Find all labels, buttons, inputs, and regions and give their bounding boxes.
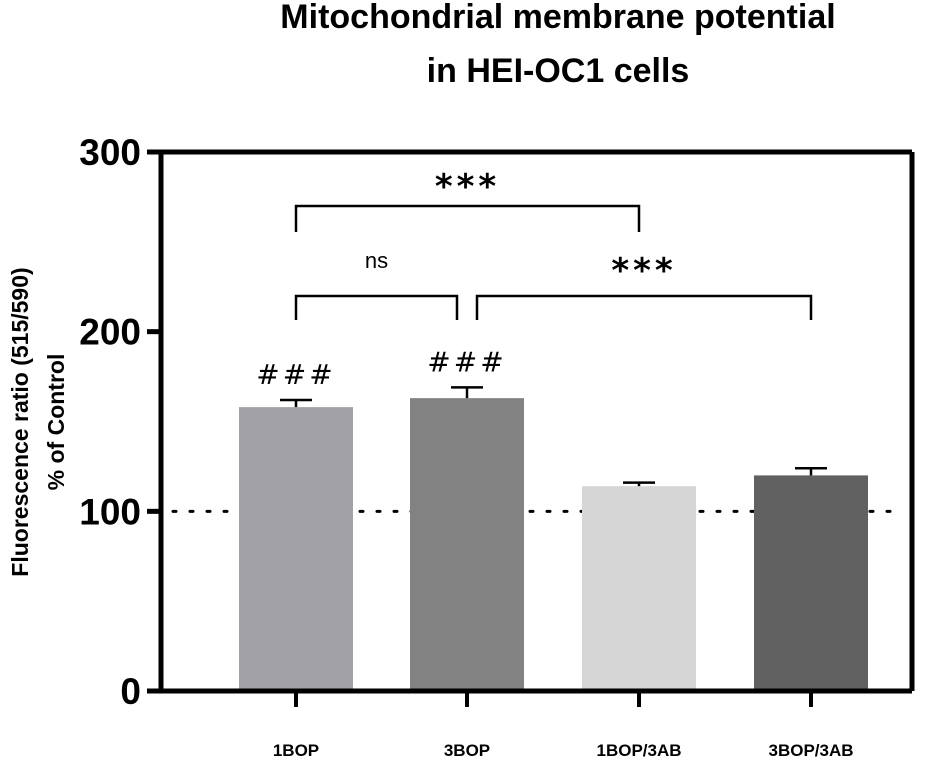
significance-bracket — [294, 294, 459, 320]
x-tick-label: 1BOP — [273, 741, 319, 760]
significance-label: *** — [435, 167, 500, 207]
x-tick-label: 3BOP — [444, 741, 490, 760]
bar-3bop — [410, 398, 524, 691]
bar-annotation: ### — [256, 358, 335, 391]
y-tick-label: 100 — [79, 491, 141, 532]
y-tick-label: 0 — [120, 671, 141, 712]
significance-label: *** — [611, 251, 676, 291]
y-axis-label-line-2: % of Control — [43, 354, 69, 491]
bar-1bop-3ab — [582, 486, 696, 691]
significance-bracket — [294, 204, 641, 232]
chart-title-line-1: Mitochondrial membrane potential — [280, 0, 835, 36]
x-tick-label: 3BOP/3AB — [768, 741, 853, 760]
bar-annotation: ### — [427, 345, 506, 378]
chart-title-line-2: in HEI-OC1 cells — [427, 52, 690, 90]
y-axis-label-line-1: Fluorescence ratio (515/590) — [7, 267, 33, 576]
plot-area: 0 100 200 300 1BOP 3BOP 1BOP/3AB 3BOP/3AB ### ###… — [79, 132, 915, 760]
bar-1bop — [239, 407, 353, 691]
y-tick-label: 300 — [79, 132, 141, 173]
bar-3bop-3ab — [754, 475, 868, 691]
significance-bracket — [475, 294, 813, 320]
y-tick-label: 200 — [79, 312, 141, 353]
x-tick-label: 1BOP/3AB — [596, 741, 681, 760]
significance-label: ns — [365, 248, 388, 273]
